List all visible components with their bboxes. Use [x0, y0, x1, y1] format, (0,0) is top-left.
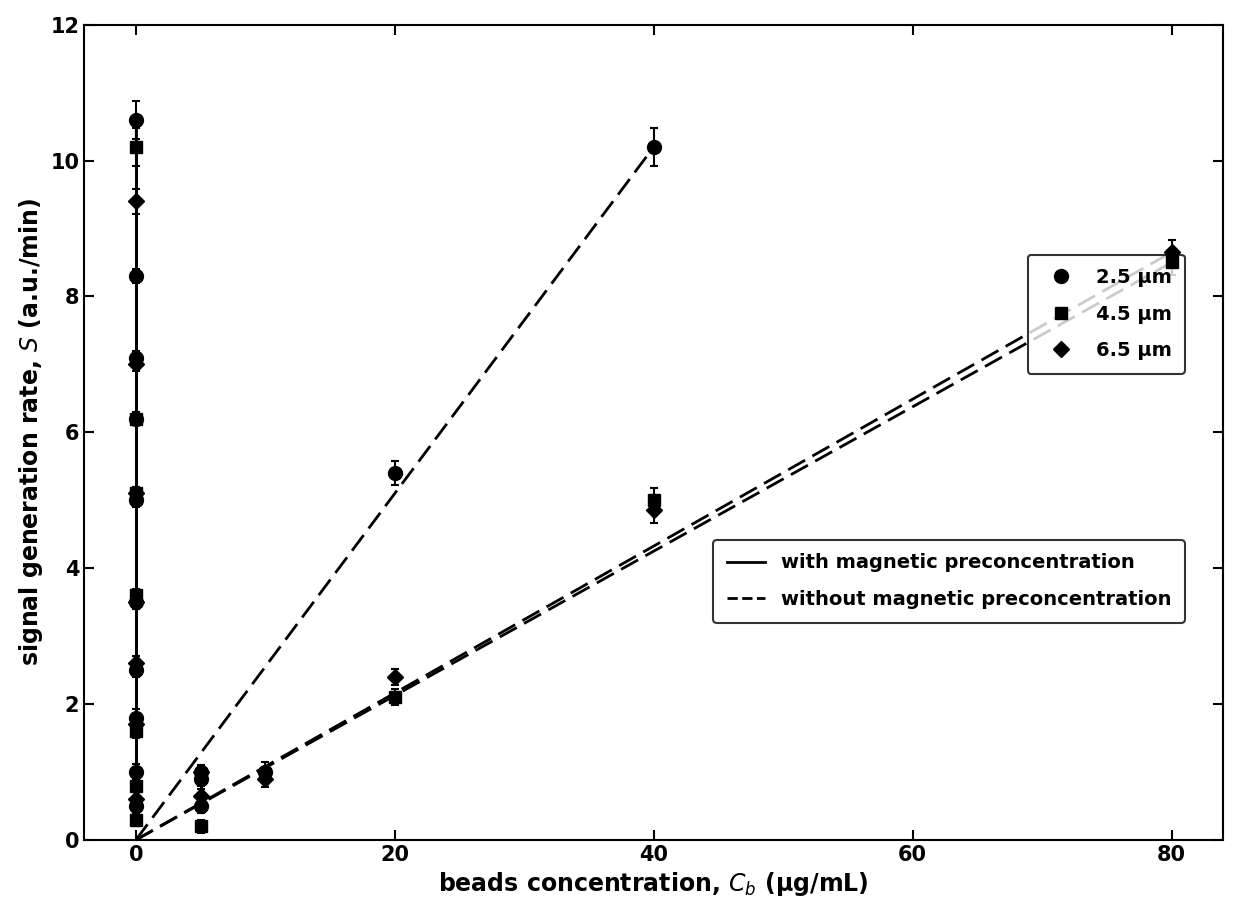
Legend: with magnetic preconcentration, without magnetic preconcentration: with magnetic preconcentration, without …	[713, 540, 1185, 622]
X-axis label: beads concentration, $C_b$ (μg/mL): beads concentration, $C_b$ (μg/mL)	[439, 870, 869, 899]
Y-axis label: signal generation rate, $S$ (a.u./min): signal generation rate, $S$ (a.u./min)	[16, 199, 45, 666]
